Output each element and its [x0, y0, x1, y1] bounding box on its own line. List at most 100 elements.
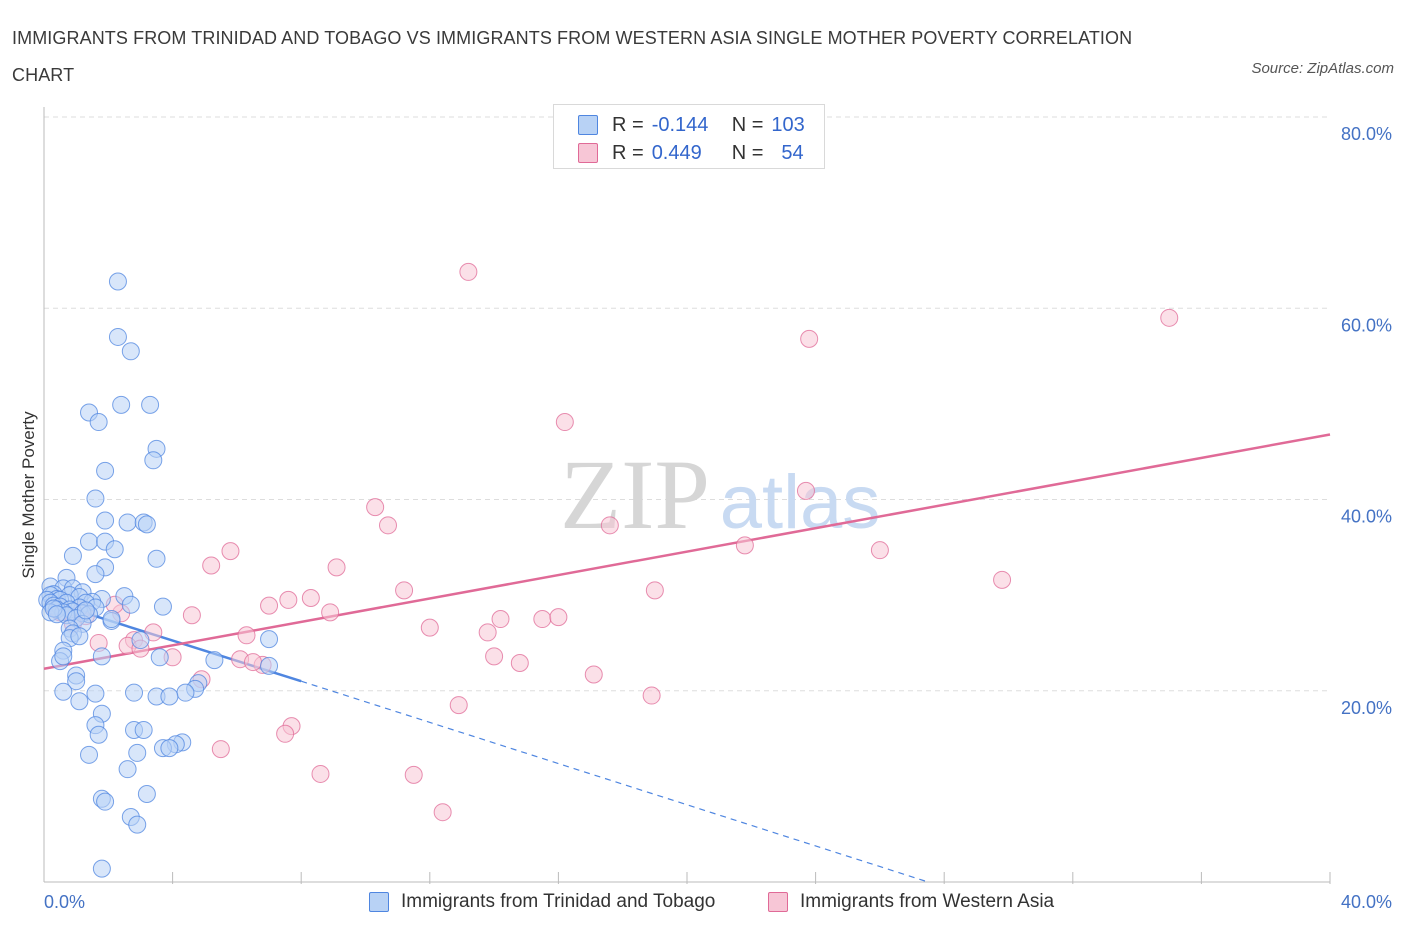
- point-trinidad: [137, 785, 156, 804]
- point-trinidad: [67, 672, 86, 691]
- point-trinidad: [96, 511, 115, 530]
- data-points: [38, 262, 1179, 878]
- legend-item-trinidad: Immigrants from Trinidad and Tobago: [369, 888, 715, 916]
- point-trinidad: [102, 610, 121, 629]
- legend-r-label: R =: [612, 113, 644, 136]
- x-tick-label-min: 0.0%: [44, 892, 85, 912]
- point-trinidad: [121, 342, 140, 361]
- point-western-asia: [366, 498, 385, 517]
- point-western-asia: [449, 696, 468, 715]
- point-trinidad: [125, 683, 144, 702]
- point-western-asia: [420, 618, 439, 637]
- point-western-asia: [276, 724, 295, 743]
- point-western-asia: [1160, 308, 1179, 327]
- trend-line-trinidad-extension: [301, 680, 929, 883]
- legend-label: Immigrants from Trinidad and Tobago: [401, 891, 716, 912]
- legend-label: Immigrants from Western Asia: [800, 891, 1055, 912]
- point-trinidad: [105, 540, 124, 559]
- legend-item-western-asia: Immigrants from Western Asia: [768, 888, 1054, 916]
- source-label: Source: ZipAtlas.com: [1251, 60, 1394, 77]
- point-western-asia: [404, 765, 423, 784]
- point-western-asia: [993, 570, 1012, 589]
- chart-title: IMMIGRANTS FROM TRINIDAD AND TOBAGO VS I…: [12, 28, 1133, 85]
- point-trinidad: [86, 565, 105, 584]
- point-western-asia: [379, 516, 398, 535]
- point-trinidad: [128, 815, 147, 834]
- point-trinidad: [47, 605, 66, 624]
- point-trinidad: [118, 760, 137, 779]
- correlation-legend: R = -0.144 N = 103 R = 0.449 N = 54: [553, 104, 825, 169]
- point-western-asia: [510, 654, 529, 673]
- point-trinidad: [80, 745, 99, 764]
- point-trinidad: [70, 627, 89, 646]
- point-western-asia: [800, 329, 819, 348]
- point-trinidad: [63, 546, 82, 565]
- point-western-asia: [870, 541, 889, 560]
- point-western-asia: [395, 581, 414, 600]
- y-tick-label: 60.0%: [1341, 315, 1392, 335]
- point-trinidad: [150, 648, 169, 667]
- point-trinidad: [112, 395, 131, 414]
- point-trinidad: [86, 684, 105, 703]
- point-western-asia: [555, 413, 574, 432]
- grid-lines: [44, 116, 1330, 692]
- legend-swatch-blue: [578, 115, 598, 135]
- point-western-asia: [584, 665, 603, 684]
- point-trinidad: [176, 683, 195, 702]
- legend-n-value: 54: [781, 141, 804, 164]
- y-tick-labels: 80.0% 60.0% 40.0% 20.0%: [1341, 124, 1392, 718]
- legend-r-label: R =: [612, 141, 644, 164]
- legend-row-trinidad: R = -0.144 N = 103: [578, 111, 805, 139]
- y-tick-label: 80.0%: [1341, 124, 1392, 144]
- point-trinidad: [147, 549, 166, 568]
- x-tick-label-max: 40.0%: [1341, 892, 1392, 912]
- y-tick-label: 20.0%: [1341, 698, 1392, 718]
- point-trinidad: [260, 630, 279, 649]
- point-western-asia: [600, 516, 619, 535]
- point-trinidad: [86, 489, 105, 508]
- point-trinidad: [89, 413, 108, 432]
- point-western-asia: [491, 610, 510, 629]
- point-trinidad: [54, 682, 73, 701]
- point-trinidad: [70, 692, 89, 711]
- point-trinidad: [108, 327, 127, 346]
- point-western-asia: [796, 481, 815, 500]
- point-western-asia: [549, 608, 568, 627]
- legend-r-value: 0.449: [651, 141, 702, 164]
- point-western-asia: [533, 610, 552, 629]
- point-trinidad: [92, 647, 111, 666]
- point-trinidad: [96, 461, 115, 480]
- point-western-asia: [182, 606, 201, 625]
- legend-n-label: N =: [731, 113, 764, 136]
- point-western-asia: [202, 556, 221, 575]
- trend-line-western-asia: [43, 433, 1331, 670]
- point-trinidad: [160, 739, 179, 758]
- point-trinidad: [144, 451, 163, 470]
- point-trinidad: [160, 687, 179, 706]
- point-western-asia: [221, 542, 240, 561]
- point-trinidad: [92, 859, 111, 878]
- point-trinidad: [89, 725, 108, 744]
- legend-n-value: 103: [771, 113, 805, 136]
- point-western-asia: [645, 581, 664, 600]
- point-trinidad: [128, 743, 147, 762]
- legend-row-western-asia: R = 0.449 N = 54: [578, 139, 804, 167]
- point-trinidad: [260, 656, 279, 675]
- point-trinidad: [153, 597, 172, 616]
- point-western-asia: [478, 623, 497, 642]
- point-trinidad: [108, 272, 127, 291]
- point-western-asia: [642, 686, 661, 705]
- point-trinidad: [76, 601, 95, 620]
- point-trinidad: [118, 513, 137, 532]
- point-western-asia: [327, 558, 346, 577]
- legend-swatch-pink: [768, 892, 788, 912]
- point-western-asia: [459, 262, 478, 281]
- point-western-asia: [321, 603, 340, 622]
- y-tick-label: 40.0%: [1341, 507, 1392, 527]
- point-western-asia: [311, 764, 330, 783]
- point-western-asia: [433, 803, 452, 822]
- legend-r-value: -0.144: [651, 113, 709, 136]
- point-western-asia: [279, 590, 298, 609]
- legend-swatch-blue: [369, 892, 389, 912]
- point-trinidad: [80, 532, 99, 551]
